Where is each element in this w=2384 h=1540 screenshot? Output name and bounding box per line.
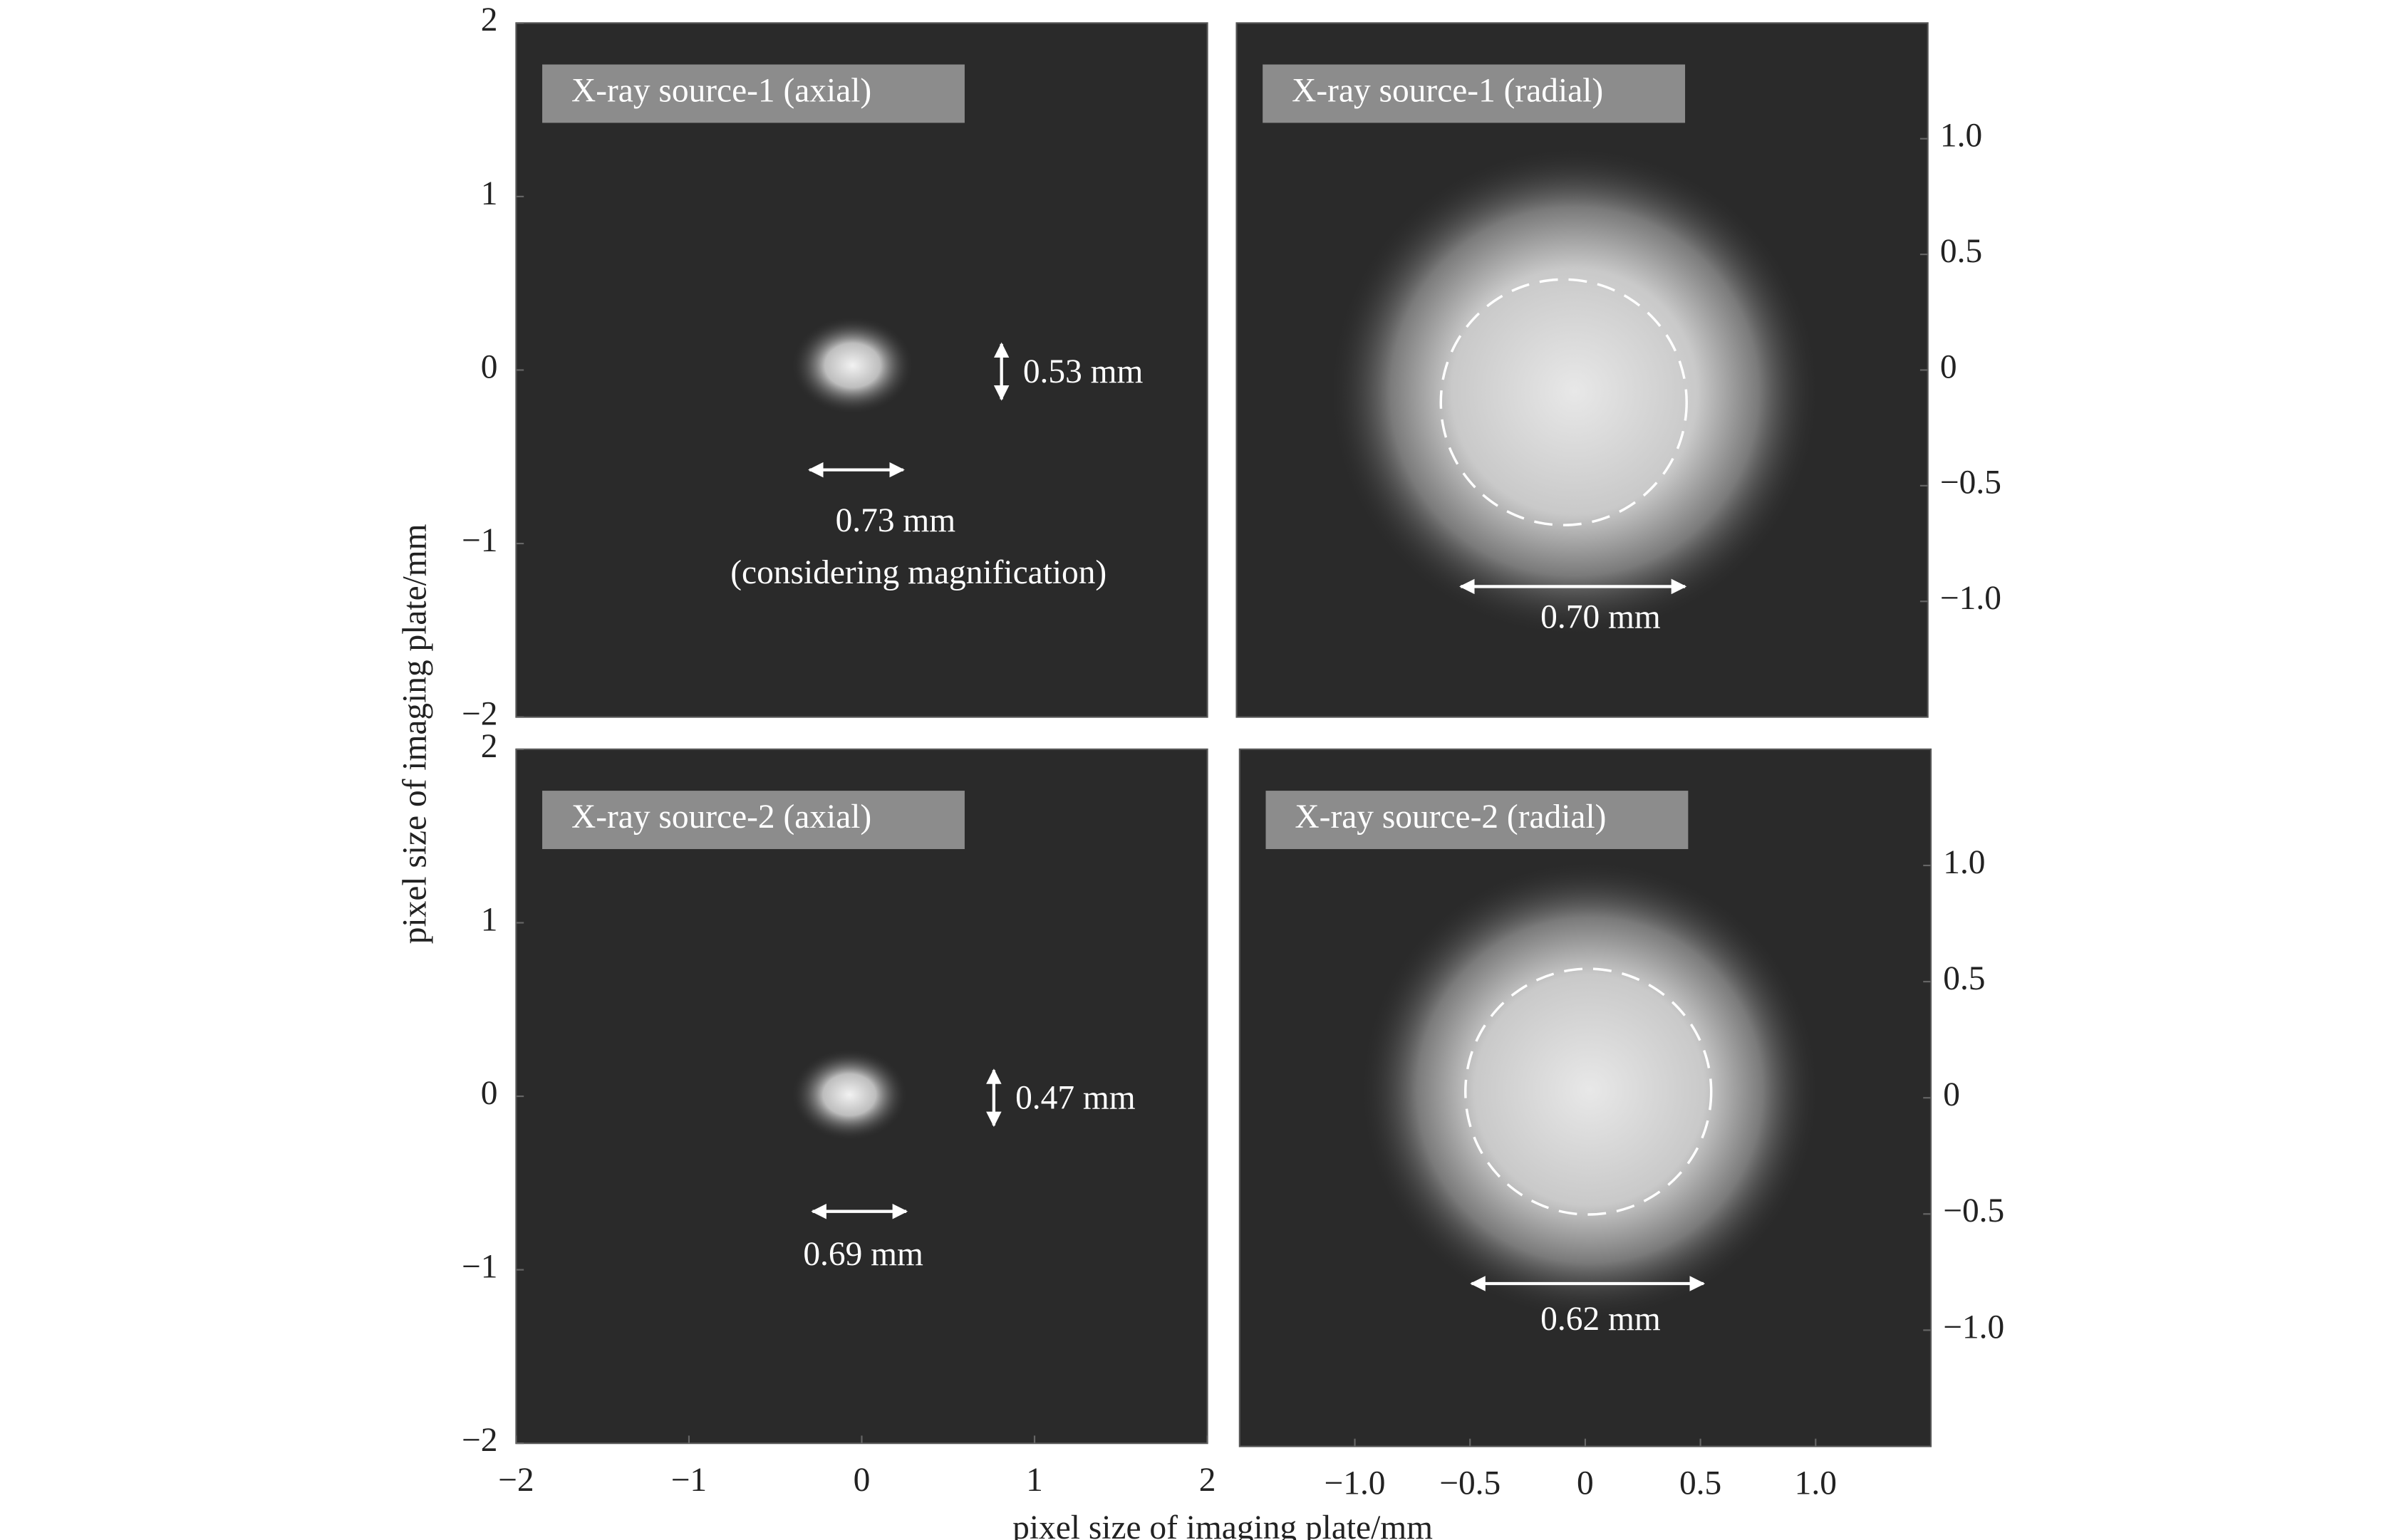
y-tick-label: 0.5	[1943, 960, 1985, 997]
annotation: 0.73 mm	[836, 502, 956, 539]
spot	[791, 1049, 908, 1141]
panel-label: X-ray source-1 (axial)	[571, 72, 871, 109]
y-tick-label: −2	[462, 1422, 497, 1459]
annotation: 0.62 mm	[1540, 1301, 1661, 1338]
y-tick-label: 1	[481, 175, 498, 212]
y-tick-label: 2	[481, 728, 498, 765]
y-tick-label: −1	[462, 522, 497, 559]
y-tick-label: 0	[481, 348, 498, 385]
x-tick-label: 1.0	[1795, 1464, 1837, 1502]
dashed-circle	[1439, 278, 1688, 526]
x-tick-label: 2	[1199, 1462, 1216, 1499]
y-tick-label: −1	[462, 1249, 497, 1286]
panel-label: X-ray source-1 (radial)	[1292, 72, 1603, 109]
y-tick-label: 1.0	[1943, 844, 1985, 881]
spot	[1328, 145, 1820, 638]
x-tick-label: −0.5	[1439, 1464, 1501, 1502]
spot	[791, 316, 914, 415]
label-box	[1265, 791, 1689, 850]
annotation: (considering magnification)	[730, 554, 1107, 591]
x-tick-label: 0	[854, 1462, 871, 1499]
label-box	[1263, 64, 1686, 123]
annotation: 0.47 mm	[1015, 1079, 1136, 1116]
x-tick-label: −1	[671, 1462, 707, 1499]
x-tick-label: −1.0	[1325, 1464, 1386, 1502]
x-tick-label: −2	[498, 1462, 534, 1499]
label-box	[542, 64, 965, 123]
spot	[1359, 860, 1820, 1321]
y-tick-label: 0.5	[1940, 233, 1982, 270]
x-tick-label: 1	[1026, 1462, 1043, 1499]
dashed-circle	[1464, 967, 1713, 1216]
y-tick-label: 1	[481, 901, 498, 938]
panel-label: X-ray source-2 (radial)	[1295, 798, 1606, 836]
y-tick-label: 0	[481, 1075, 498, 1112]
y-tick-label: −1.0	[1940, 580, 2001, 617]
y-tick-label: −0.5	[1940, 464, 2001, 501]
annotation: 0.69 mm	[803, 1236, 923, 1273]
panel-label: X-ray source-2 (axial)	[571, 798, 871, 836]
y-tick-label: 0	[1943, 1076, 1960, 1113]
annotation: 0.53 mm	[1023, 353, 1144, 390]
label-box	[542, 791, 965, 850]
y-axis-label: pixel size of imaging plate/mm	[396, 524, 433, 944]
y-tick-label: 2	[481, 1, 498, 38]
y-tick-label: 1.0	[1940, 118, 1982, 155]
y-tick-label: −1.0	[1943, 1309, 2004, 1346]
x-axis-label: pixel size of imaging plate/mm	[1012, 1509, 1433, 1540]
y-tick-label: 0	[1940, 348, 1957, 385]
y-tick-label: −0.5	[1943, 1192, 2004, 1229]
y-tick-label: −2	[462, 696, 497, 733]
x-tick-label: 0	[1577, 1464, 1594, 1502]
x-tick-label: 0.5	[1679, 1464, 1721, 1502]
annotation: 0.70 mm	[1540, 599, 1661, 636]
